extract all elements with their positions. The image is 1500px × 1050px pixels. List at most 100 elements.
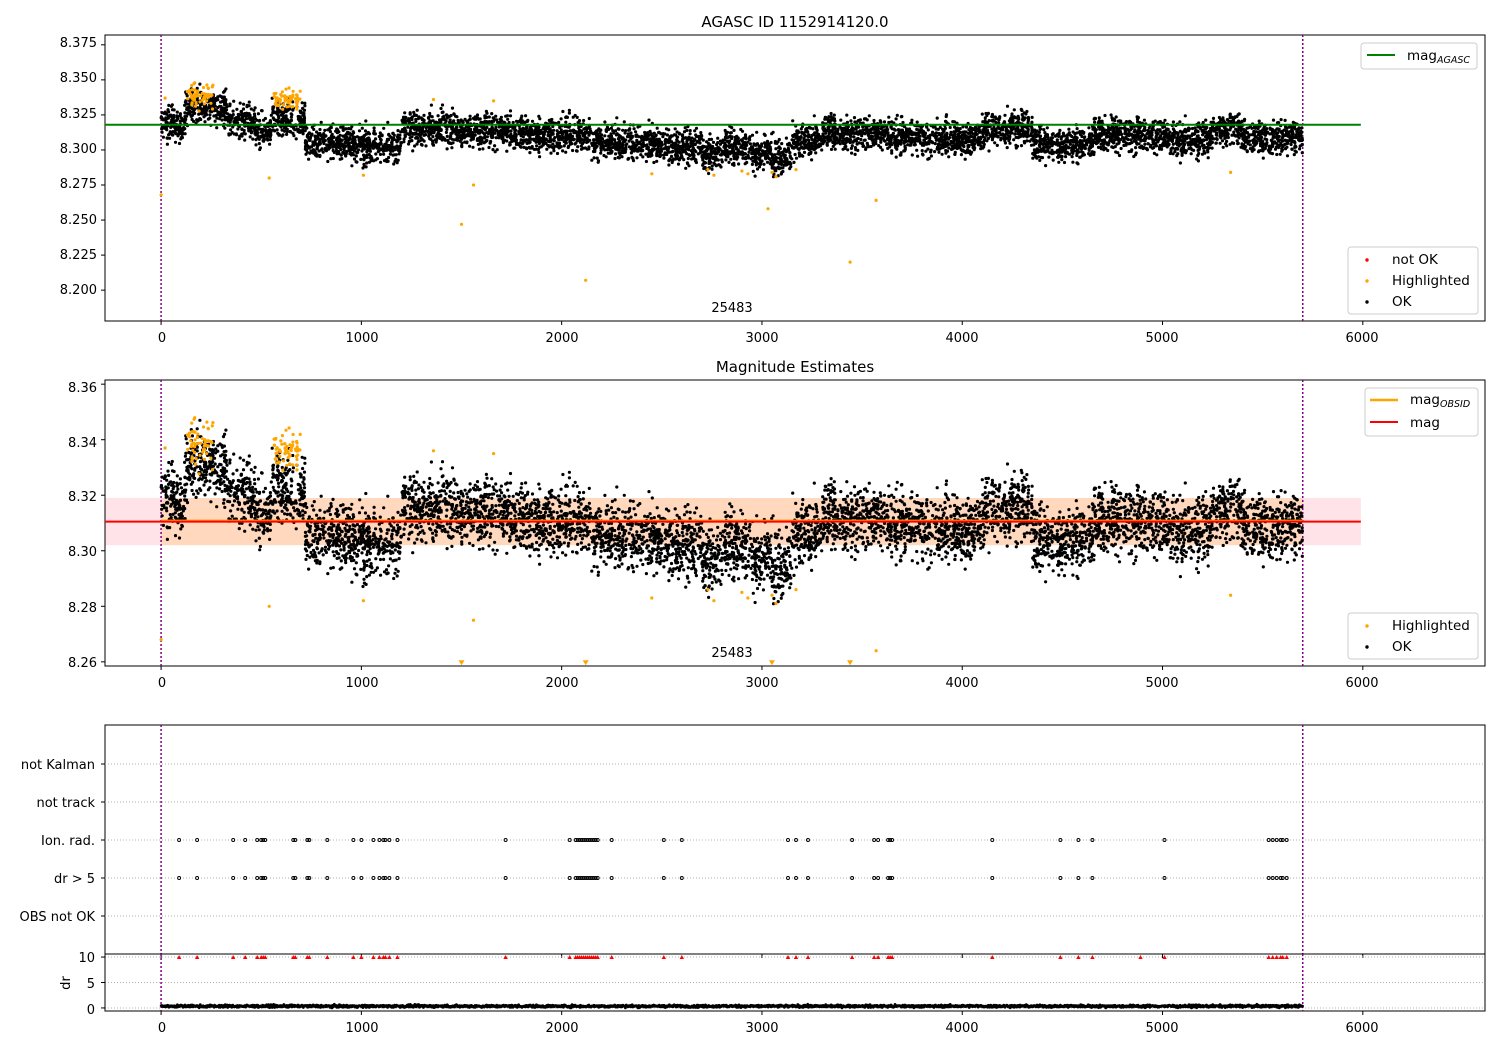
ok-point [257, 142, 261, 146]
ok-point [720, 160, 724, 164]
ok-point [475, 138, 479, 142]
ok-point [484, 109, 488, 113]
ok-point [544, 126, 548, 130]
ok-point [307, 157, 311, 161]
ok-point [755, 167, 760, 171]
ok-point [371, 142, 375, 146]
ok-point [678, 132, 682, 136]
ok-point [613, 140, 617, 144]
ok-point [436, 114, 440, 118]
ok-point [259, 135, 263, 139]
ok-point [751, 146, 755, 150]
ok-point [621, 128, 625, 132]
ok-point [887, 115, 891, 119]
ok-point [343, 127, 347, 131]
ok-point [935, 116, 939, 120]
ok-point [232, 132, 236, 136]
ok-point [719, 165, 723, 169]
ok-point [299, 125, 304, 129]
ok-point [727, 160, 731, 164]
ok-point [938, 125, 942, 129]
ok-point [730, 126, 734, 130]
ok-point [465, 119, 469, 123]
ok-point [316, 143, 320, 147]
ok-point [634, 134, 638, 138]
ok-point [795, 130, 799, 134]
ok-point [610, 146, 614, 150]
ok-point [849, 132, 853, 137]
ok-point [791, 119, 795, 123]
ok-point [984, 130, 988, 135]
ok-point [627, 128, 631, 132]
ok-point [532, 137, 536, 141]
ok-point [578, 136, 582, 141]
ok-point [1064, 155, 1068, 159]
ok-point [940, 152, 944, 156]
ok-point [395, 146, 399, 150]
ok-point [622, 120, 626, 124]
ok-point [1005, 104, 1010, 108]
ok-point [229, 128, 233, 132]
ok-point [877, 144, 881, 148]
ok-point [277, 133, 282, 137]
ok-point [1025, 109, 1029, 114]
ok-point [281, 116, 286, 120]
ok-point [905, 128, 909, 132]
ok-point [445, 114, 449, 118]
ok-point [929, 140, 933, 144]
ok-point [629, 135, 633, 139]
ok-point [796, 147, 800, 151]
ok-point [861, 131, 865, 135]
ok-point [549, 151, 553, 155]
ok-point [285, 130, 289, 134]
ok-point [236, 127, 240, 131]
ok-point [800, 145, 804, 149]
ok-point [947, 155, 951, 159]
ok-point [460, 119, 465, 123]
ok-point [929, 154, 934, 158]
ok-point [699, 131, 703, 135]
ok-point [241, 117, 245, 121]
ok-point [890, 149, 894, 153]
ok-point [996, 134, 1000, 139]
ok-point [777, 152, 781, 156]
ok-point [335, 139, 339, 143]
ok-point [809, 126, 813, 130]
ok-point [374, 152, 378, 156]
ok-point [681, 133, 685, 137]
ok-point [592, 156, 596, 160]
ok-point [548, 127, 552, 131]
ok-point [616, 155, 620, 160]
ok-point [419, 116, 423, 120]
ok-point [604, 140, 609, 144]
ok-point [958, 144, 962, 148]
ok-point [320, 135, 324, 139]
ok-point [410, 126, 414, 130]
ok-point [547, 130, 551, 134]
ok-point [318, 154, 322, 159]
ok-point [965, 148, 970, 152]
ok-point [1022, 111, 1026, 115]
ok-point [895, 147, 899, 151]
ok-point [603, 148, 607, 152]
ok-point [271, 106, 275, 110]
ok-point [258, 146, 262, 150]
ok-point [335, 127, 339, 131]
ok-point [508, 109, 513, 113]
ok-point [635, 156, 639, 160]
ok-point [1023, 133, 1027, 137]
ok-point [624, 147, 628, 151]
ok-point [363, 129, 368, 133]
ok-point [493, 144, 497, 148]
ok-point [603, 134, 607, 138]
ok-point [862, 138, 866, 142]
ok-point [713, 150, 717, 154]
ok-point [414, 117, 418, 121]
ok-point [552, 138, 556, 142]
ok-point [176, 134, 180, 138]
ok-point [579, 147, 584, 151]
ok-point [350, 140, 354, 144]
ok-point [655, 126, 659, 130]
ok-point [657, 138, 661, 142]
ok-point [321, 150, 325, 154]
